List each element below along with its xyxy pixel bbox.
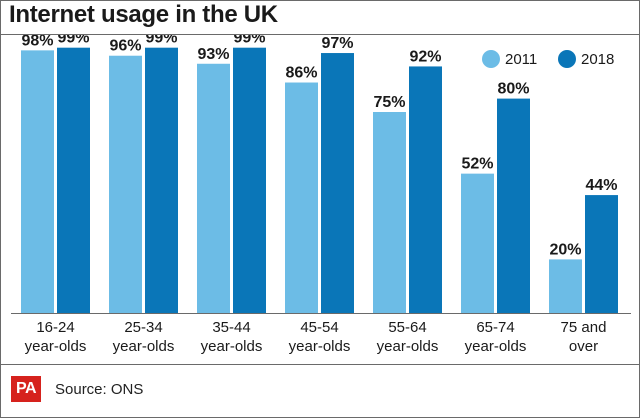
category-label-0-line-0: 16-24 [36, 319, 74, 336]
category-label-4-line-0: 55-64 [388, 319, 426, 336]
bar-2018-6 [585, 195, 618, 313]
bar-2018-3 [321, 53, 354, 313]
data-label-2018-6: 44% [585, 177, 617, 194]
footer-divider [1, 364, 639, 365]
category-label-5-line-0: 65-74 [476, 319, 514, 336]
bar-2018-2 [233, 47, 266, 314]
data-label-2011-4: 75% [373, 94, 405, 111]
bar-2011-2 [197, 63, 230, 313]
data-label-2018-3: 97% [321, 35, 353, 52]
legend-swatch-2018 [558, 50, 576, 68]
data-label-2011-2: 93% [197, 46, 229, 63]
category-label-6-line-1: over [569, 338, 598, 355]
data-label-2018-4: 92% [409, 48, 441, 65]
legend-swatch-2011 [482, 50, 500, 68]
category-label-1-line-1: year-olds [113, 338, 175, 355]
bar-chart: 2011 2018 98% 99% 16-24 year-olds 96% 99% 25-34 y… [11, 35, 631, 355]
category-label-2-line-0: 35-44 [212, 319, 250, 336]
pa-logo: PA [11, 376, 41, 402]
bar-2018-1 [145, 47, 178, 314]
bar-2011-1 [109, 55, 142, 313]
chart-title: Internet usage in the UK [9, 1, 278, 28]
data-label-2011-1: 96% [109, 38, 141, 55]
category-label-1-line-0: 25-34 [124, 319, 162, 336]
bar-2018-4 [409, 66, 442, 313]
data-label-2018-5: 80% [497, 81, 529, 98]
data-label-2018-1: 99% [145, 35, 177, 47]
category-label-2-line-1: year-olds [201, 338, 263, 355]
source-note: Source: ONS [55, 381, 144, 398]
data-label-2018-0: 99% [57, 35, 89, 47]
category-label-3-line-1: year-olds [289, 338, 351, 355]
category-label-0-line-1: year-olds [25, 338, 87, 355]
data-label-2011-3: 86% [285, 65, 317, 82]
bar-2011-4 [373, 112, 406, 313]
bar-2018-5 [497, 98, 530, 313]
bar-2011-5 [461, 173, 494, 313]
title-divider [1, 34, 639, 35]
category-label-5-line-1: year-olds [465, 338, 527, 355]
data-label-2011-6: 20% [549, 241, 581, 258]
bar-2011-0 [21, 50, 54, 314]
data-label-2011-0: 98% [21, 35, 53, 49]
legend-label-2011: 2011 [505, 51, 537, 68]
category-label-6-line-0: 75 and [561, 319, 607, 336]
bar-2018-0 [57, 47, 90, 314]
data-label-2018-2: 99% [233, 35, 265, 47]
category-label-3-line-0: 45-54 [300, 319, 338, 336]
data-label-2011-5: 52% [461, 156, 493, 173]
bar-2011-3 [285, 82, 318, 313]
legend-label-2018: 2018 [581, 51, 614, 68]
bar-2011-6 [549, 259, 582, 313]
category-label-4-line-1: year-olds [377, 338, 439, 355]
